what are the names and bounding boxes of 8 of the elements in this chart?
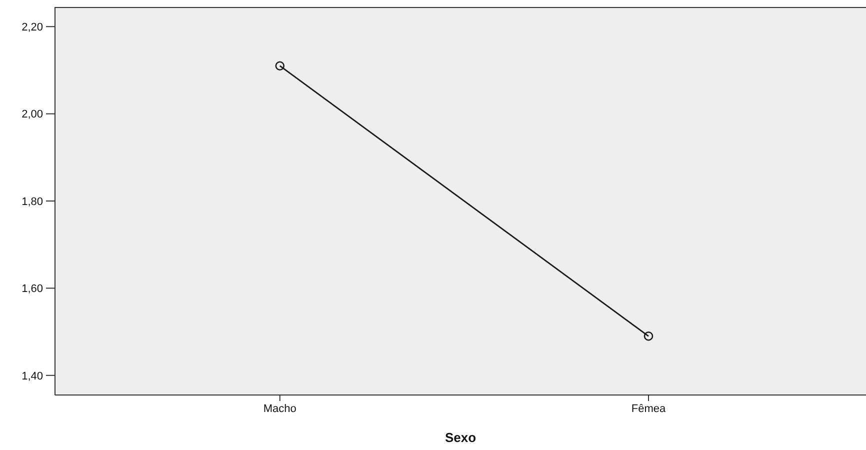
x-tick-label: Fêmea (631, 402, 666, 415)
y-tick-label: 2,00 (22, 108, 43, 121)
y-tick-label: 1,60 (22, 283, 43, 296)
x-tick-label: Macho (263, 402, 296, 415)
x-axis-title: Sexo (444, 430, 476, 445)
y-tick-label: 1,80 (22, 196, 43, 208)
y-tick-label: 2,20 (22, 22, 43, 34)
y-tick-label: 1,40 (22, 370, 43, 382)
